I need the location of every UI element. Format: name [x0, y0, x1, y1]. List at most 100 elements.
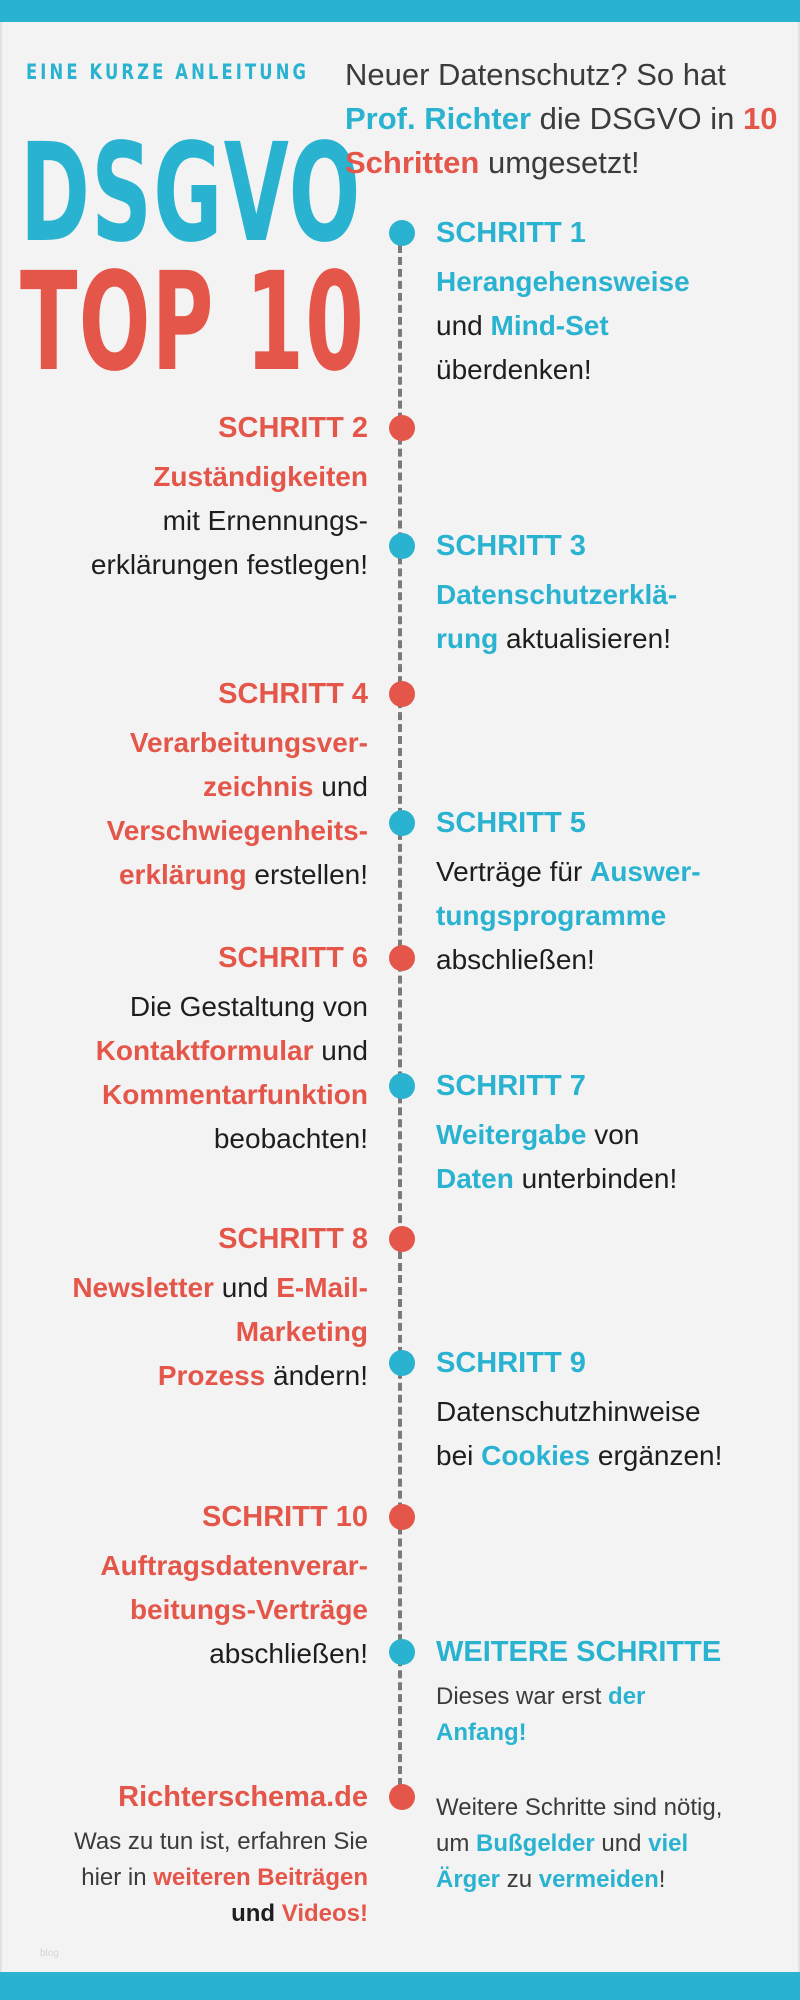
bottom-bar [0, 1972, 800, 2000]
timeline-dot [389, 415, 415, 441]
step-text: und [313, 1035, 368, 1066]
footer-text: vermeiden [538, 1866, 659, 1893]
step-text: ergänzen! [590, 1440, 723, 1471]
step-1: SCHRITT 1 Herangehensweise und Mind-Set … [436, 216, 786, 392]
step-text: Newsletter [72, 1272, 214, 1303]
step-text: Mind-Set [490, 310, 609, 341]
step-heading: SCHRITT 8 [218, 1223, 368, 1255]
step-more: WEITERE SCHRITTE Dieses war erst der Anf… [436, 1635, 786, 1751]
step-6: SCHRITT 6 Die Gestaltung von Kontaktform… [0, 941, 368, 1161]
step-5: SCHRITT 5 Verträge für Auswer- tungsprog… [436, 806, 786, 982]
step-text: Herangehensweise [436, 266, 690, 297]
step-text: überdenken! [436, 354, 592, 385]
intro-steps: 10 Schritten [345, 101, 778, 180]
timeline-dot [389, 533, 415, 559]
title-dsgvo: DSGVO [20, 115, 362, 273]
step-text: erklärung [118, 859, 247, 890]
step-text: Auswer- [590, 856, 701, 887]
step-heading: SCHRITT 4 [218, 678, 368, 710]
footer-text: und [594, 1830, 649, 1857]
step-text: Marketing [235, 1316, 368, 1347]
step-text: tungsprogramme [436, 900, 667, 931]
footer-right-text: Weitere Schritte sind nötig, um Bußgelde… [436, 1790, 786, 1898]
step-heading: SCHRITT 7 [436, 1070, 586, 1102]
step-text: rung [436, 623, 499, 654]
footer-text: Bußgelder [476, 1830, 595, 1857]
intro-part: Neuer Datenschutz? So hat [345, 57, 726, 92]
footer-text: Was zu tun ist, erfahren Sie [74, 1828, 368, 1855]
step-text: Weitergabe [436, 1119, 587, 1150]
step-text: Anfang! [436, 1719, 527, 1746]
step-text: und [313, 771, 368, 802]
step-heading: SCHRITT 6 [218, 942, 368, 974]
kicker-text: EINE KURZE ANLEITUNG [26, 60, 310, 84]
step-text: aktualisieren! [498, 623, 671, 654]
step-text: und [436, 310, 491, 341]
step-text: der [608, 1683, 646, 1710]
timeline-dot [389, 1504, 415, 1530]
step-text: abschließen! [436, 944, 595, 975]
footer-text: Weitere Schritte sind nötig, [436, 1794, 723, 1821]
footer-left: Richterschema.de Was zu tun ist, erfahre… [0, 1780, 368, 1932]
right-border [798, 22, 800, 1972]
step-heading: SCHRITT 9 [436, 1347, 586, 1379]
step-3: SCHRITT 3 Datenschutzerklä- rung aktuali… [436, 529, 786, 661]
step-text: Verarbeitungsver- [129, 727, 368, 758]
top-bar [0, 0, 800, 22]
step-text: mit Ernennungs- [162, 505, 368, 536]
footer-text: um [436, 1830, 477, 1857]
step-10: SCHRITT 10 Auftragsdatenverar- beitungs-… [0, 1500, 368, 1676]
step-8: SCHRITT 8 Newsletter und E-Mail- Marketi… [0, 1222, 368, 1398]
step-text: Datenschutzerklä- [436, 579, 678, 610]
footer-left-text: Was zu tun ist, erfahren Sie hier in wei… [0, 1824, 368, 1932]
footer-text: hier in [81, 1864, 154, 1891]
intro-part: die DSGVO in [531, 101, 743, 136]
step-text: beitungs-Verträge [129, 1594, 368, 1625]
timeline-dot [389, 810, 415, 836]
step-text: abschließen! [209, 1638, 368, 1669]
watermark: blog [40, 1948, 59, 1959]
step-text: erstellen! [246, 859, 368, 890]
step-text: Zuständigkeiten [153, 461, 368, 492]
intro-name: Prof. Richter [345, 101, 532, 136]
step-9: SCHRITT 9 Datenschutzhinweise bei Cookie… [436, 1346, 786, 1478]
step-heading: SCHRITT 1 [436, 217, 586, 249]
timeline-dot [389, 681, 415, 707]
step-text: Die Gestaltung von [129, 991, 368, 1022]
intro-part: umgesetzt! [479, 145, 640, 180]
footer-text: Videos! [281, 1900, 368, 1927]
left-border [0, 22, 2, 1972]
step-text: Dieses war erst [436, 1683, 609, 1710]
step-text: Prozess [157, 1360, 266, 1391]
step-text: bei [436, 1440, 482, 1471]
step-text: erklärungen festlegen! [90, 549, 368, 580]
footer-right: Weitere Schritte sind nötig, um Bußgelde… [436, 1790, 786, 1898]
step-heading: SCHRITT 3 [436, 530, 586, 562]
step-text: unterbinden! [513, 1163, 678, 1194]
step-heading: SCHRITT 2 [218, 412, 368, 444]
step-text: Verschwiegenheits- [106, 815, 368, 846]
timeline-line [398, 233, 402, 1798]
step-more-text: Dieses war erst der Anfang! [436, 1679, 786, 1751]
step-text: von [586, 1119, 640, 1150]
footer-text: und [231, 1900, 282, 1927]
footer-text: ! [658, 1866, 666, 1893]
step-text: E-Mail- [276, 1272, 368, 1303]
timeline-dot [389, 1226, 415, 1252]
step-text: Daten [436, 1163, 514, 1194]
step-heading: SCHRITT 5 [436, 807, 586, 839]
step-heading: SCHRITT 10 [202, 1501, 368, 1533]
step-7: SCHRITT 7 Weitergabe von Daten unterbind… [436, 1069, 786, 1201]
title-top10: TOP 10 [20, 244, 366, 402]
footer-text: zu [500, 1866, 539, 1893]
step-text: zeichnis [203, 771, 314, 802]
step-text: ändern! [265, 1360, 368, 1391]
timeline-dot [389, 1073, 415, 1099]
timeline-dot [389, 1350, 415, 1376]
timeline-dot [389, 1784, 415, 1810]
step-text: beobachten! [213, 1123, 368, 1154]
step-4: SCHRITT 4 Verarbeitungsver- zeichnis und… [0, 677, 368, 897]
timeline-dot [389, 1639, 415, 1665]
step-text: Cookies [481, 1440, 591, 1471]
step-text: Datenschutzhinweise [436, 1396, 701, 1427]
